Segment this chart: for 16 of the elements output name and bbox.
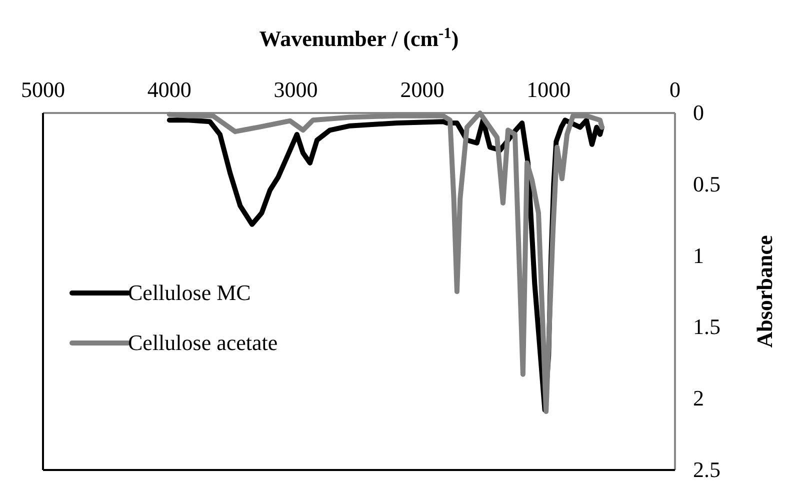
- x-tick-label: 0: [670, 77, 680, 102]
- x-tick-label: 4000: [147, 77, 192, 102]
- x-tick-label: 3000: [274, 77, 318, 102]
- x-axis-title: Wavenumber / (cm$^{-1}$): [259, 24, 459, 51]
- y-tick-label: 0.5: [693, 171, 720, 196]
- y-tick-label: 1: [693, 242, 704, 268]
- y-tick-label: 2: [693, 386, 704, 411]
- y-tick-label: 2.5: [693, 457, 720, 482]
- x-tick-label: 5000: [21, 77, 65, 102]
- x-tick-label: 1000: [526, 77, 571, 102]
- legend-label: Cellulose acetate: [128, 330, 278, 355]
- y-tick-label: 1.5: [693, 314, 720, 340]
- y-tick-label: 0: [693, 100, 704, 126]
- y-axis-title: Absorbance: [752, 235, 777, 348]
- x-tick-label: 2000: [400, 77, 444, 102]
- legend-label: Cellulose MC: [128, 280, 251, 305]
